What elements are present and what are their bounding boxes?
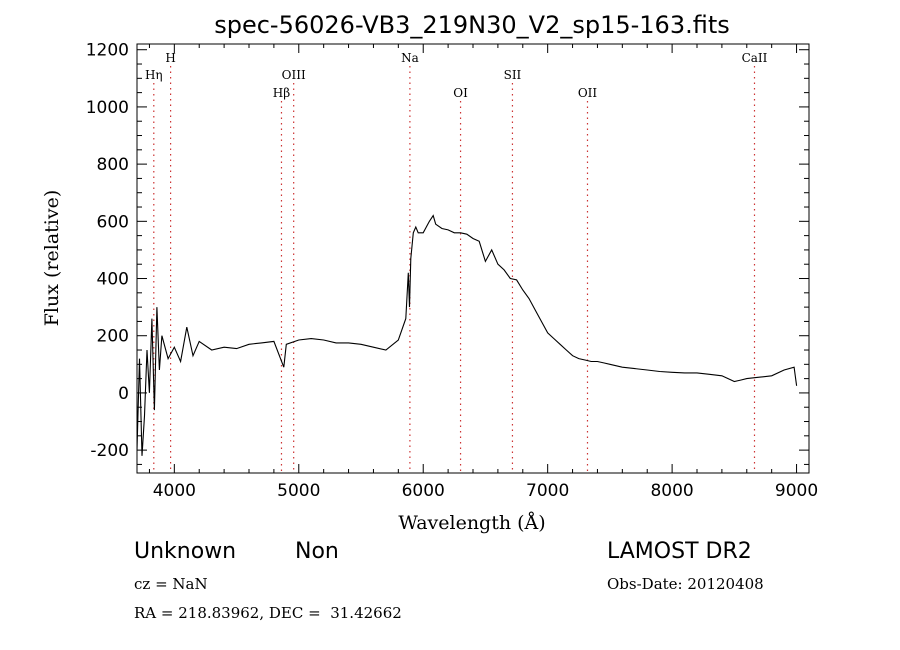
emission-line-markers: HηH Hβ OIII Na OI SII OII CaII <box>145 51 768 473</box>
survey-name: LAMOST DR2 <box>607 539 752 564</box>
emission-line-label: OII <box>578 86 598 100</box>
redshift-value: cz = NaN <box>134 575 208 593</box>
y-tick-label: 600 <box>97 212 129 232</box>
y-tick-label: 1200 <box>86 41 129 61</box>
spectral-class: Unknown <box>134 539 237 564</box>
x-tick-label: 5000 <box>277 481 320 501</box>
emission-line-label: Hβ <box>273 86 290 100</box>
emission-line-label: CaII <box>742 51 768 65</box>
emission-line-label: Hη <box>145 68 163 82</box>
observation-date: Obs-Date: 20120408 <box>607 575 764 593</box>
y-tick-label: 200 <box>97 327 129 347</box>
y-axis-label: Flux (relative) <box>41 190 63 327</box>
x-axis-label: Wavelength (Å) <box>398 512 545 534</box>
plot-frame <box>136 43 810 474</box>
emission-line-label: SII <box>504 68 522 82</box>
chart-title: spec-56026-VB3_219N30_V2_sp15-163.fits <box>214 11 730 39</box>
y-tick-label: 0 <box>118 384 129 404</box>
axis-ticks: 4000 5000 6000 7000 8000 9000 -200 0 200 400 600 80… <box>86 41 818 501</box>
x-tick-label: 7000 <box>526 481 569 501</box>
x-tick-label: 6000 <box>402 481 445 501</box>
x-tick-label: 8000 <box>650 481 693 501</box>
series-layer <box>137 214 798 456</box>
coordinates: RA = 218.83962, DEC = 31.42662 <box>134 604 402 622</box>
emission-line-label: OIII <box>282 68 306 82</box>
emission-line-label: Na <box>401 51 419 65</box>
y-tick-label: 800 <box>97 155 129 175</box>
spectrum-series-line <box>137 214 798 456</box>
y-tick-label: 1000 <box>86 98 129 118</box>
x-tick-label: 4000 <box>153 481 196 501</box>
x-tick-label: 9000 <box>775 481 818 501</box>
y-tick-label: -200 <box>90 441 129 461</box>
y-tick-label: 400 <box>97 270 129 290</box>
spectral-subclass: Non <box>295 539 339 564</box>
emission-line-label: H <box>165 51 175 65</box>
emission-line-label: OI <box>453 86 468 100</box>
